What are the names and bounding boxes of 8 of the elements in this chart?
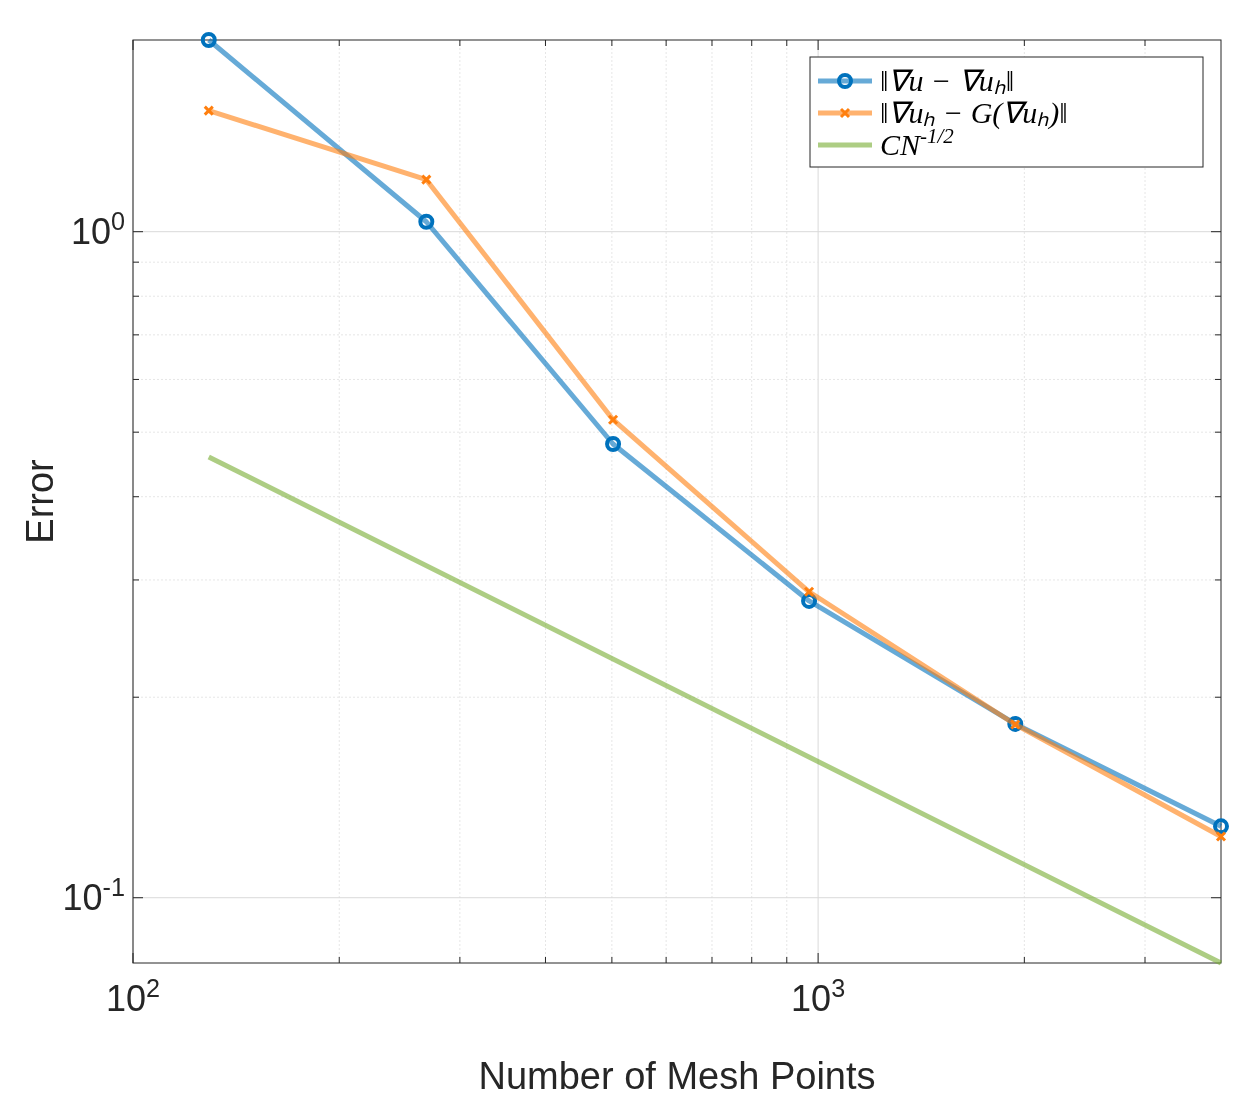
x-tick-label: 10$^{3}$ xyxy=(791,974,846,1019)
y-tick-label: 10$^{0}$ xyxy=(70,206,125,252)
x-axis-title: Number of Mesh Points xyxy=(478,1055,876,1094)
y-tick-label: 10$^{-1}$ xyxy=(62,872,125,918)
x-tick-label: 10$^{2}$ xyxy=(105,974,161,1019)
legend-label: ‖∇uₕ − G(∇uₕ)‖ xyxy=(880,96,1068,130)
y-axis-title: Error xyxy=(19,458,61,544)
legend-label: ‖∇u − ∇uₕ‖ xyxy=(880,64,1015,97)
